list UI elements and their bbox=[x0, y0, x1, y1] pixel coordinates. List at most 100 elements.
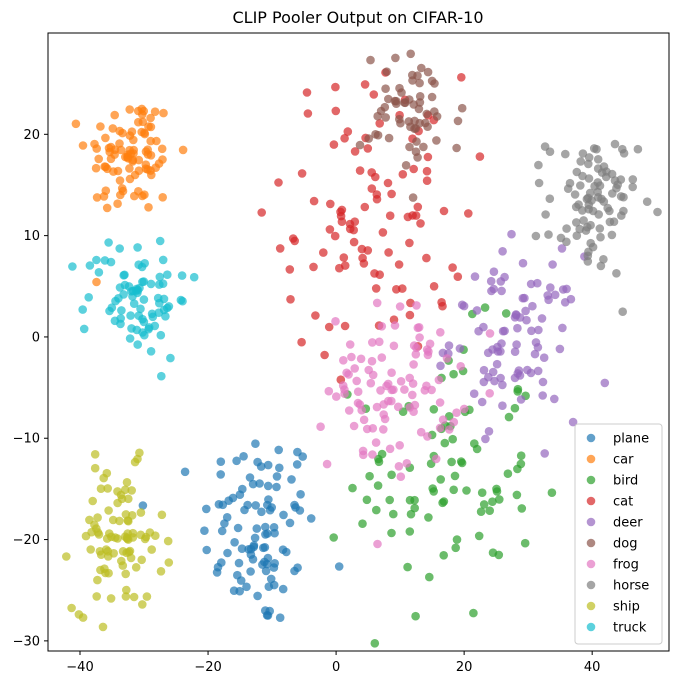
bird-point bbox=[457, 458, 467, 468]
horse-point bbox=[534, 160, 543, 170]
ship-point bbox=[104, 506, 113, 515]
car-point bbox=[94, 154, 103, 164]
cat-point bbox=[335, 263, 344, 273]
truck-point bbox=[177, 271, 187, 280]
cat-point bbox=[384, 248, 393, 257]
plane-point bbox=[275, 463, 284, 473]
frog-point bbox=[395, 441, 405, 450]
cat-point bbox=[371, 284, 381, 293]
plane-point bbox=[272, 472, 282, 481]
car-point bbox=[157, 144, 167, 154]
plane-point bbox=[272, 482, 281, 492]
bird-point bbox=[385, 495, 395, 505]
cat-point bbox=[363, 144, 373, 153]
cat-point bbox=[464, 209, 473, 218]
frog-point bbox=[390, 321, 400, 330]
truck-point bbox=[127, 287, 136, 296]
dog-point bbox=[408, 193, 418, 202]
bird-point bbox=[492, 484, 501, 494]
deer-point bbox=[539, 353, 549, 363]
plane-point bbox=[228, 493, 238, 503]
frog-point bbox=[396, 377, 406, 386]
deer-point bbox=[600, 378, 610, 388]
truck-point bbox=[78, 305, 87, 314]
truck-point bbox=[161, 312, 170, 321]
bird-point bbox=[488, 497, 497, 507]
bird-point bbox=[479, 500, 489, 509]
car-point bbox=[150, 107, 160, 116]
dog-point bbox=[364, 134, 374, 143]
deer-point bbox=[548, 260, 557, 269]
car-point bbox=[127, 127, 137, 136]
deer-point bbox=[444, 341, 454, 350]
cat-point bbox=[349, 225, 359, 235]
plane-legend-marker bbox=[586, 433, 596, 443]
horse-point bbox=[595, 224, 605, 233]
bird-point bbox=[449, 485, 459, 495]
cat-point bbox=[309, 262, 318, 272]
car-point bbox=[110, 150, 119, 159]
frog-point bbox=[339, 356, 348, 365]
horse-point bbox=[563, 184, 573, 193]
dog-point bbox=[430, 107, 439, 116]
dog-point bbox=[427, 92, 437, 102]
frog-point bbox=[371, 438, 381, 447]
ship-point bbox=[98, 622, 108, 632]
plane-point bbox=[263, 529, 272, 538]
ship-point bbox=[157, 510, 167, 520]
ship-point bbox=[113, 498, 122, 508]
plane-point bbox=[202, 545, 211, 555]
deer-point bbox=[483, 348, 493, 358]
horse-point bbox=[541, 210, 550, 219]
plane-point bbox=[217, 526, 227, 536]
ship-point bbox=[103, 484, 112, 493]
ship-point bbox=[126, 553, 136, 563]
dog-point bbox=[423, 67, 433, 77]
cat-point bbox=[405, 310, 415, 320]
bird-point bbox=[440, 438, 450, 448]
bird-point bbox=[510, 403, 520, 413]
ship-point bbox=[122, 478, 132, 487]
plane-point bbox=[243, 500, 252, 510]
plane-point bbox=[261, 522, 270, 532]
car-point bbox=[78, 141, 88, 150]
plane-point bbox=[200, 526, 209, 535]
dog-point bbox=[381, 84, 390, 93]
frog-point bbox=[347, 352, 356, 362]
horse-point bbox=[599, 254, 608, 264]
deer-point bbox=[469, 389, 479, 399]
cat-point bbox=[378, 228, 388, 237]
truck-point bbox=[133, 243, 142, 252]
plane-point bbox=[237, 544, 247, 553]
deer-point bbox=[507, 229, 516, 239]
horse-point bbox=[562, 224, 571, 233]
frog-point bbox=[338, 381, 348, 390]
cat-point bbox=[303, 109, 313, 118]
car-point bbox=[101, 186, 111, 195]
horse-point bbox=[605, 217, 615, 227]
deer-point bbox=[513, 323, 522, 333]
frog-point bbox=[375, 337, 384, 347]
horse-point bbox=[579, 216, 588, 225]
horse-point bbox=[596, 232, 605, 242]
deer-point bbox=[489, 267, 499, 277]
frog-point bbox=[395, 302, 405, 311]
plane-point bbox=[239, 452, 248, 461]
dog-point bbox=[452, 143, 461, 153]
y-axis-ticks: −30 −20 −10 0 10 20 bbox=[13, 128, 48, 649]
plane-point bbox=[262, 611, 272, 620]
deer-point bbox=[557, 244, 567, 253]
plane-point bbox=[216, 470, 225, 479]
dog-point bbox=[401, 161, 411, 170]
frog-point bbox=[353, 387, 363, 397]
frog-point bbox=[379, 410, 389, 419]
frog-point bbox=[400, 385, 409, 394]
deer-point bbox=[534, 325, 543, 335]
dog-point bbox=[432, 136, 441, 145]
truck-point bbox=[163, 303, 172, 313]
car-point bbox=[140, 129, 150, 139]
bird-legend-marker bbox=[586, 475, 596, 485]
y-tick-label: 20 bbox=[23, 128, 40, 143]
cat-point bbox=[385, 211, 395, 220]
truck-point bbox=[94, 268, 104, 277]
